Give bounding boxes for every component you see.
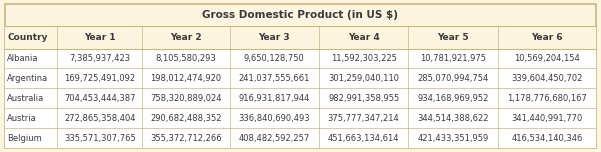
Text: Year 5: Year 5 [437, 33, 469, 42]
Text: 10,781,921,975: 10,781,921,975 [420, 54, 486, 63]
Text: 421,433,351,959: 421,433,351,959 [417, 134, 489, 143]
Text: 1,178,776,680,167: 1,178,776,680,167 [507, 94, 587, 103]
Text: 416,534,140,346: 416,534,140,346 [511, 134, 582, 143]
Bar [5, 26, 596, 49]
Text: Australia: Australia [7, 94, 44, 103]
Text: 11,592,303,225: 11,592,303,225 [331, 54, 397, 63]
Text: 198,012,474,920: 198,012,474,920 [150, 74, 222, 83]
Text: Year 4: Year 4 [348, 33, 379, 42]
Text: Belgium: Belgium [7, 134, 42, 143]
Text: 7,385,937,423: 7,385,937,423 [69, 54, 130, 63]
Text: 341,440,991,770: 341,440,991,770 [511, 114, 582, 123]
Text: Year 1: Year 1 [84, 33, 115, 42]
Text: 301,259,040,110: 301,259,040,110 [328, 74, 399, 83]
Text: 10,569,204,154: 10,569,204,154 [514, 54, 580, 63]
Text: 336,840,690,493: 336,840,690,493 [239, 114, 310, 123]
Text: 169,725,491,092: 169,725,491,092 [64, 74, 135, 83]
Text: 451,663,134,614: 451,663,134,614 [328, 134, 400, 143]
Text: Albania: Albania [7, 54, 38, 63]
Bar [5, 128, 596, 148]
Text: 9,650,128,750: 9,650,128,750 [244, 54, 305, 63]
Text: 241,037,555,661: 241,037,555,661 [239, 74, 310, 83]
Text: 344,514,388,622: 344,514,388,622 [417, 114, 489, 123]
Bar [5, 49, 596, 69]
Bar [5, 108, 596, 128]
Text: 704,453,444,387: 704,453,444,387 [64, 94, 135, 103]
Text: 758,320,889,024: 758,320,889,024 [150, 94, 222, 103]
Text: Argentina: Argentina [7, 74, 49, 83]
Text: Year 6: Year 6 [531, 33, 563, 42]
Text: 916,931,817,944: 916,931,817,944 [239, 94, 310, 103]
Text: 375,777,347,214: 375,777,347,214 [328, 114, 400, 123]
Text: Country: Country [7, 33, 47, 42]
Bar [5, 69, 596, 88]
Text: Year 2: Year 2 [170, 33, 202, 42]
Text: 982,991,358,955: 982,991,358,955 [328, 94, 399, 103]
Text: Year 3: Year 3 [258, 33, 290, 42]
Text: 355,372,712,266: 355,372,712,266 [150, 134, 222, 143]
Text: 408,482,592,257: 408,482,592,257 [239, 134, 310, 143]
Text: 8,105,580,293: 8,105,580,293 [156, 54, 216, 63]
Bar [5, 88, 596, 108]
Text: 335,571,307,765: 335,571,307,765 [64, 134, 136, 143]
Text: Gross Domestic Product (in US $): Gross Domestic Product (in US $) [203, 10, 398, 20]
Text: Austria: Austria [7, 114, 37, 123]
Text: 285,070,994,754: 285,070,994,754 [417, 74, 489, 83]
Text: 934,168,969,952: 934,168,969,952 [417, 94, 489, 103]
Text: 339,604,450,702: 339,604,450,702 [511, 74, 582, 83]
Text: 272,865,358,404: 272,865,358,404 [64, 114, 135, 123]
Text: 290,682,488,352: 290,682,488,352 [150, 114, 222, 123]
